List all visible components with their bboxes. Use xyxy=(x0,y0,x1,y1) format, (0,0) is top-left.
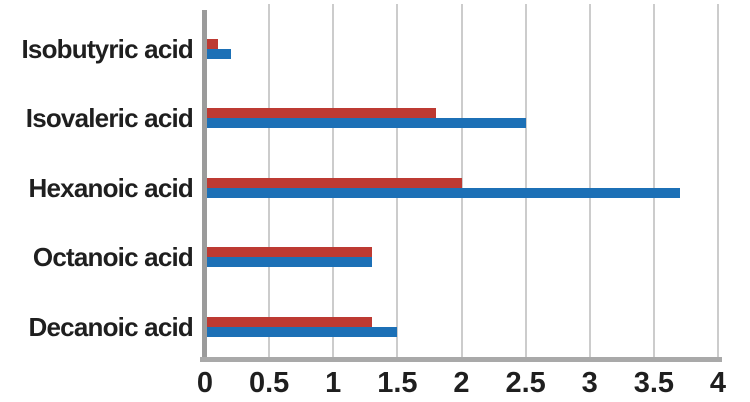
gridline-3.5 xyxy=(652,4,655,357)
category-label-hexanoic-acid: Hexanoic acid xyxy=(28,172,194,203)
bar-red-octanoic-acid xyxy=(205,247,372,258)
x-tick-label-1.5: 1.5 xyxy=(377,367,418,399)
bar-blue-isobutyric-acid xyxy=(205,48,231,59)
gridline-3 xyxy=(588,4,591,357)
x-axis-line xyxy=(200,357,722,362)
gridline-2.5 xyxy=(524,4,527,357)
x-tick-label-0: 0 xyxy=(196,367,214,399)
bar-red-hexanoic-acid xyxy=(205,177,462,188)
category-label-isovaleric-acid: Isovaleric acid xyxy=(25,103,194,134)
x-tick-label-3.5: 3.5 xyxy=(633,367,675,399)
x-tick-label-2.5: 2.5 xyxy=(505,367,546,399)
gridline-4 xyxy=(717,4,719,357)
bar-blue-hexanoic-acid xyxy=(205,187,680,198)
x-tick-label-4: 4 xyxy=(709,367,727,399)
x-tick-label-1: 1 xyxy=(325,367,342,399)
bar-red-isobutyric-acid xyxy=(205,38,218,49)
y-axis-line xyxy=(202,10,207,357)
bar-blue-octanoic-acid xyxy=(205,257,372,268)
bar-blue-isovaleric-acid xyxy=(205,118,526,129)
x-tick-label-3: 3 xyxy=(581,367,598,399)
bar-blue-decanoic-acid xyxy=(205,327,398,338)
bar-red-isovaleric-acid xyxy=(205,108,436,119)
x-tick-label-0.5: 0.5 xyxy=(248,367,290,399)
bar-red-decanoic-acid xyxy=(205,317,372,328)
category-label-isobutyric-acid: Isobutyric acid xyxy=(21,33,194,64)
x-tick-label-2: 2 xyxy=(453,367,470,399)
category-label-decanoic-acid: Decanoic acid xyxy=(28,312,194,343)
gridline-2 xyxy=(460,4,463,357)
category-label-octanoic-acid: Octanoic acid xyxy=(32,242,194,273)
